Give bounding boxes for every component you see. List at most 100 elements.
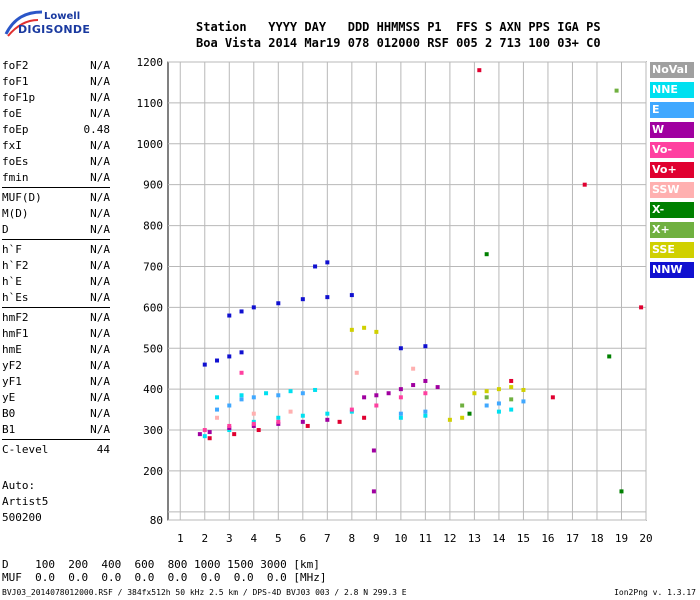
- echo-point: [349, 409, 354, 414]
- echo-point: [477, 68, 482, 73]
- echo-point: [460, 415, 465, 420]
- echo-point: [256, 428, 261, 433]
- param-value: N/A: [90, 327, 110, 340]
- echo-point: [251, 423, 256, 428]
- echo-point: [239, 309, 244, 314]
- x-tick-label: 7: [324, 532, 331, 545]
- echo-point: [619, 489, 624, 494]
- param-name: h`E: [2, 275, 22, 288]
- echo-point: [467, 411, 472, 416]
- legend-item: SSW: [650, 182, 694, 198]
- y-tick-label: 200: [143, 465, 163, 478]
- plot-frame: [167, 61, 647, 521]
- param-row: B1 N/A: [2, 422, 110, 438]
- echo-point: [386, 391, 391, 396]
- echo-point: [509, 378, 514, 383]
- param-name: foF1p: [2, 91, 36, 104]
- param-row: h`F2 N/A: [2, 258, 110, 274]
- range-row: D 100 200 400 600 800 1000 1500 3000 [km…: [2, 558, 320, 571]
- param-row: yE N/A: [2, 390, 110, 406]
- echo-point: [484, 395, 489, 400]
- echo-point: [276, 301, 281, 306]
- x-tick-label: 6: [300, 532, 307, 545]
- param-value: N/A: [90, 155, 110, 168]
- echo-point: [639, 305, 644, 310]
- param-name: foEp: [2, 123, 29, 136]
- autoscaling-info: Auto: Artist5 500200: [2, 478, 48, 526]
- echo-point: [300, 297, 305, 302]
- echo-point: [264, 391, 269, 396]
- echo-point: [313, 387, 318, 392]
- x-tick-label: 8: [349, 532, 356, 545]
- echo-point: [288, 409, 293, 414]
- param-separator: [2, 439, 110, 440]
- echo-point: [300, 391, 305, 396]
- digisonde-logo: Lowell DIGISONDE: [4, 8, 94, 40]
- y-tick-label: 600: [143, 301, 163, 314]
- echo-point: [325, 295, 330, 300]
- y-tick-label: 700: [143, 260, 163, 273]
- legend-item: X+: [650, 222, 694, 238]
- param-value: N/A: [90, 407, 110, 420]
- x-tick-label: 14: [492, 532, 506, 545]
- legend-item: NNE: [650, 82, 694, 98]
- echo-point: [239, 370, 244, 375]
- y-tick-label: 300: [143, 424, 163, 437]
- echo-point: [484, 252, 489, 257]
- scaled-parameters: foF2 N/A foF1 N/A foF1p N/A foE N/A foEp 0.48 fxI N…: [2, 58, 110, 458]
- legend-item: W: [650, 122, 694, 138]
- legend-item: Vo+: [650, 162, 694, 178]
- echo-point: [374, 393, 379, 398]
- legend-item: SSE: [650, 242, 694, 258]
- param-row: foF2 N/A: [2, 58, 110, 74]
- param-name: C-level: [2, 443, 49, 456]
- param-name: h`F2: [2, 259, 29, 272]
- param-value: N/A: [90, 259, 110, 272]
- echo-point: [496, 387, 501, 392]
- echo-point: [227, 425, 232, 430]
- echo-point: [239, 397, 244, 402]
- echo-point: [509, 407, 514, 412]
- legend-item: E: [650, 102, 694, 118]
- y-tick-label: 1000: [137, 138, 164, 151]
- param-row: yF2 N/A: [2, 358, 110, 374]
- param-row: D N/A: [2, 222, 110, 238]
- x-tick-label: 13: [468, 532, 481, 545]
- echo-point: [276, 415, 281, 420]
- x-tick-label: 3: [226, 532, 233, 545]
- param-name: foF1: [2, 75, 29, 88]
- echo-point: [614, 88, 619, 93]
- echo-point: [239, 350, 244, 355]
- echo-point: [607, 354, 612, 359]
- echo-point: [460, 403, 465, 408]
- param-row: B0 N/A: [2, 406, 110, 422]
- y-tick-label: 80: [150, 514, 163, 527]
- echo-point: [300, 419, 305, 424]
- x-tick-label: 20: [639, 532, 652, 545]
- x-tick-label: 12: [443, 532, 456, 545]
- echo-point: [423, 391, 428, 396]
- polarization-legend: NoVal NNE E W Vo- Vo+ SSW X- X+ SSE NNW: [650, 62, 694, 282]
- echo-point: [509, 385, 514, 390]
- legend-item: NoVal: [650, 62, 694, 78]
- echo-point: [398, 346, 403, 351]
- param-row: MUF(D) N/A: [2, 190, 110, 206]
- echo-point: [362, 395, 367, 400]
- echo-point: [521, 387, 526, 392]
- x-tick-label: 10: [394, 532, 407, 545]
- x-tick-label: 15: [517, 532, 530, 545]
- param-name: hmF1: [2, 327, 29, 340]
- echo-point: [202, 362, 207, 367]
- echo-point: [447, 417, 452, 422]
- logo-line1: Lowell: [44, 11, 81, 22]
- echo-point: [207, 436, 212, 441]
- echo-point: [398, 411, 403, 416]
- param-row: hmE N/A: [2, 342, 110, 358]
- echo-point: [550, 395, 555, 400]
- echo-point: [337, 419, 342, 424]
- ionogram-chart: 1 2 3 4 5 6 7 8 9 10 11 12 13 14 15 16 17 18 19 20802003004…: [137, 56, 653, 545]
- echo-point: [251, 411, 256, 416]
- echo-point: [215, 358, 220, 363]
- auto-code: 500200: [2, 511, 42, 524]
- logo-swoosh-icon: [4, 10, 43, 37]
